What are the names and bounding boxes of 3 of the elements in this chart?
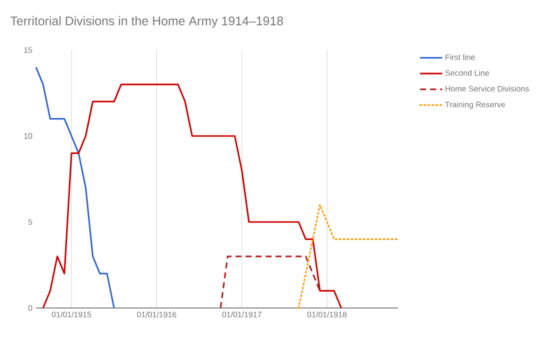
line-series [42,84,342,309]
line-series [35,66,115,309]
chart-title: Territorial Divisions in the Home Army 1914–1918 [10,16,284,28]
